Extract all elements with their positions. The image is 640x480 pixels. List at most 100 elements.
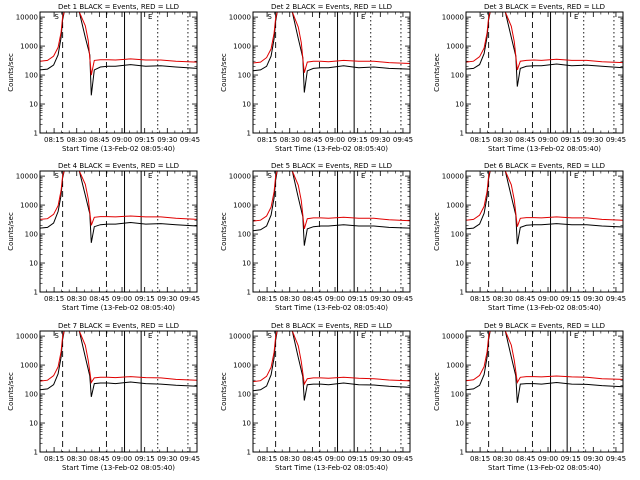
x-tick-label: 08:15 — [257, 295, 277, 303]
x-axis-label: Start Time (13-Feb-02 08:05:40) — [275, 145, 388, 153]
x-tick-label: 09:45 — [180, 295, 200, 303]
detector-panel-3: Det 3 BLACK = Events, RED = LLD 1 10 100 100… — [433, 3, 626, 153]
x-tick-label: 09:30 — [370, 455, 390, 463]
end-marker: E — [148, 13, 152, 21]
x-tick-label: 09:15 — [348, 136, 368, 144]
series-lld — [466, 12, 623, 71]
start-marker: S — [267, 332, 272, 340]
y-tick-label: 10 — [242, 260, 251, 268]
x-tick-label: 08:45 — [515, 455, 535, 463]
start-marker: S — [267, 172, 272, 180]
series-events — [40, 331, 197, 398]
y-tick-label: 10 — [455, 101, 464, 109]
plot-frame — [465, 11, 624, 134]
x-tick-label: 09:00 — [112, 295, 132, 303]
series-lld — [466, 171, 623, 227]
plot-frame — [39, 11, 198, 134]
x-tick-label: 09:15 — [561, 295, 581, 303]
y-tick-label: 10000 — [442, 14, 464, 22]
end-marker: E — [361, 332, 365, 340]
x-tick-label: 08:15 — [470, 136, 490, 144]
x-tick-label: 09:15 — [135, 455, 155, 463]
x-tick-label: 08:45 — [89, 455, 109, 463]
y-tick-label: 10 — [29, 260, 38, 268]
x-tick-label: 08:30 — [493, 136, 513, 144]
y-axis-label: Counts/sec — [433, 372, 441, 411]
series-events — [253, 171, 410, 246]
series-lld — [253, 171, 410, 230]
end-marker: E — [574, 332, 578, 340]
x-tick-label: 09:00 — [538, 136, 558, 144]
x-tick-label: 09:30 — [370, 295, 390, 303]
x-tick-label: 08:15 — [257, 455, 277, 463]
x-tick-label: 09:45 — [606, 295, 626, 303]
panel-title: Det 3 BLACK = Events, RED = LLD — [484, 3, 605, 11]
x-tick-label: 09:30 — [157, 136, 177, 144]
y-tick-label: 1000 — [20, 202, 38, 210]
x-tick-label: 09:00 — [325, 136, 345, 144]
y-tick-label: 10000 — [442, 173, 464, 181]
x-tick-label: 09:45 — [393, 136, 413, 144]
x-axis-label: Start Time (13-Feb-02 08:05:40) — [275, 464, 388, 472]
x-tick-label: 08:30 — [493, 295, 513, 303]
y-axis-label: Counts/sec — [7, 53, 15, 92]
y-tick-label: 10 — [242, 420, 251, 428]
x-tick-label: 08:30 — [493, 455, 513, 463]
series-events — [40, 12, 197, 96]
y-axis-label: Counts/sec — [220, 372, 228, 411]
x-tick-label: 09:15 — [348, 295, 368, 303]
start-marker: S — [480, 172, 485, 180]
y-tick-label: 10000 — [229, 14, 251, 22]
x-tick-label: 08:45 — [515, 295, 535, 303]
x-axis-label: Start Time (13-Feb-02 08:05:40) — [488, 464, 601, 472]
y-tick-label: 10 — [455, 260, 464, 268]
y-tick-label: 10000 — [229, 333, 251, 341]
start-marker: S — [54, 332, 59, 340]
x-tick-label: 08:30 — [280, 295, 300, 303]
y-tick-label: 1000 — [233, 43, 251, 51]
start-marker: S — [480, 332, 485, 340]
detector-panel-8: Det 8 BLACK = Events, RED = LLD 1 10 100 100… — [220, 322, 413, 472]
x-tick-label: 08:15 — [470, 295, 490, 303]
x-tick-label: 08:30 — [67, 455, 87, 463]
plot-frame — [252, 170, 411, 293]
y-tick-label: 1 — [247, 289, 251, 297]
series-events — [466, 331, 623, 403]
x-tick-label: 08:45 — [302, 295, 322, 303]
series-events — [466, 12, 623, 87]
y-tick-label: 100 — [238, 72, 251, 80]
detector-panel-1: Det 1 BLACK = Events, RED = LLD 1 10 100 100… — [7, 3, 200, 153]
y-tick-label: 1 — [34, 449, 38, 457]
end-marker: E — [574, 172, 578, 180]
x-tick-label: 09:45 — [180, 136, 200, 144]
detector-panel-5: Det 5 BLACK = Events, RED = LLD 1 10 100 100… — [220, 162, 413, 312]
detector-panel-4: Det 4 BLACK = Events, RED = LLD 1 10 100 100… — [7, 162, 200, 312]
y-tick-label: 10000 — [16, 173, 38, 181]
x-axis-label: Start Time (13-Feb-02 08:05:40) — [275, 304, 388, 312]
panel-title: Det 6 BLACK = Events, RED = LLD — [484, 162, 605, 170]
y-tick-label: 1 — [247, 130, 251, 138]
x-tick-label: 09:30 — [157, 455, 177, 463]
x-tick-label: 08:15 — [257, 136, 277, 144]
y-tick-label: 10000 — [442, 333, 464, 341]
x-tick-label: 09:30 — [583, 455, 603, 463]
x-tick-label: 08:15 — [470, 455, 490, 463]
panel-title: Det 9 BLACK = Events, RED = LLD — [484, 322, 605, 330]
series-events — [40, 171, 197, 243]
x-tick-label: 09:00 — [538, 455, 558, 463]
y-tick-label: 100 — [25, 72, 38, 80]
y-tick-label: 1 — [247, 449, 251, 457]
x-tick-label: 08:30 — [67, 136, 87, 144]
x-tick-label: 08:30 — [280, 136, 300, 144]
x-tick-label: 09:15 — [561, 136, 581, 144]
y-tick-label: 1 — [34, 289, 38, 297]
end-marker: E — [574, 13, 578, 21]
x-tick-label: 08:15 — [44, 455, 64, 463]
y-tick-label: 1000 — [20, 43, 38, 51]
y-tick-label: 100 — [25, 391, 38, 399]
end-marker: E — [148, 332, 152, 340]
x-tick-label: 09:15 — [561, 455, 581, 463]
x-axis-label: Start Time (13-Feb-02 08:05:40) — [62, 145, 175, 153]
end-marker: E — [361, 172, 365, 180]
x-tick-label: 09:45 — [606, 455, 626, 463]
